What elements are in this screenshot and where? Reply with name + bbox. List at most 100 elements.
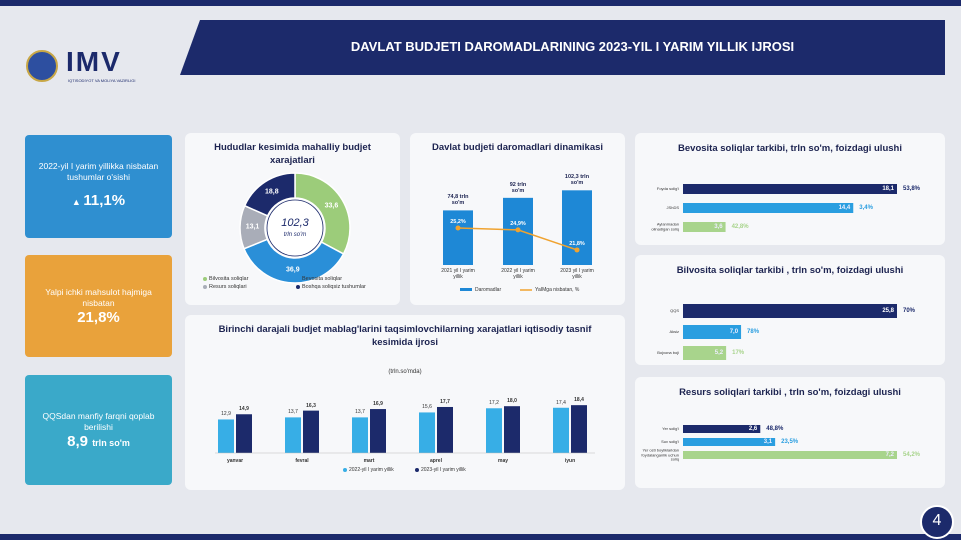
center-unit: trln so'm — [283, 232, 307, 238]
bar — [236, 414, 252, 453]
x-tick-label: fevral — [295, 458, 309, 464]
legend-label: Resurs soliqlari — [209, 284, 247, 290]
bar-label: 102,3 trln so'm — [564, 174, 590, 187]
legend-label: Bevosita soliqlar — [302, 276, 343, 282]
bar-label: 15,6 — [422, 404, 432, 411]
panel-title: Birinchi darajali budjet mablag'larini t… — [218, 324, 592, 348]
share-label: 53,8% — [903, 186, 921, 192]
kpi-value: 8,9 — [67, 433, 89, 450]
share-label: 17% — [732, 350, 745, 356]
bar — [218, 419, 234, 453]
bar — [443, 210, 473, 265]
bar — [370, 409, 386, 453]
header-banner — [180, 20, 945, 75]
bar-category: Yer solig'i — [662, 425, 679, 431]
bar-label: 18,4 — [574, 397, 584, 404]
x-tick-label: 2021 yil I yarim yillik — [441, 268, 475, 280]
bar — [352, 417, 368, 453]
pie-slice — [243, 172, 296, 217]
share-label: 78% — [747, 329, 760, 335]
center-value: 102,3 — [281, 217, 309, 229]
bar-category: Aylanmadan olinadigan soliq — [651, 221, 679, 231]
bar-label: 5,2 — [714, 350, 724, 356]
pie-center — [266, 199, 324, 257]
bar — [683, 438, 776, 446]
bar-category: QQS — [670, 307, 679, 313]
x-tick-label: 2022 yil I yarim yillik — [501, 268, 535, 280]
bar-label: 7,2 — [885, 452, 894, 458]
bar — [437, 406, 453, 453]
bar-label: 14,9 — [239, 406, 249, 413]
share-label: 3,4% — [859, 205, 873, 211]
bar — [562, 190, 592, 265]
bar-category: JShDS — [666, 204, 679, 210]
legend-marker — [203, 277, 207, 281]
bar-category: Yer osti boyliklaridan foydalanganlik uc… — [641, 447, 679, 462]
header-title: DAVLAT BUDJETI DAROMADLARINING 2023-YIL … — [350, 39, 795, 54]
share-label: 23,5% — [781, 439, 799, 445]
x-tick-label: 2023 yil I yarim yillik — [560, 268, 594, 280]
bar-label: 13,7 — [288, 409, 298, 416]
bar — [303, 410, 319, 453]
bottom-stripe — [0, 534, 961, 540]
kpi-card: 2022-yil I yarim yillikka nisbatan tushu… — [25, 135, 172, 238]
bar-label: 17,4 — [556, 399, 566, 406]
bar-category: Foyda solig'i — [656, 185, 679, 191]
panel-title: Resurs soliqlari tarkibi , trln so'm, fo… — [679, 387, 901, 398]
kpi-value: 11,1% — [83, 192, 126, 209]
x-tick-label: mart — [363, 458, 375, 464]
bar — [683, 325, 742, 339]
line-point — [455, 225, 461, 231]
bar — [683, 184, 897, 194]
bar-label: 13,7 — [355, 409, 365, 416]
legend-marker — [296, 277, 300, 281]
bar-label: 25,8 — [882, 308, 894, 314]
legend-marker — [296, 285, 300, 289]
legend-label: Bilvosita soliqlar — [209, 276, 249, 282]
bar — [683, 203, 854, 213]
slice-label: 33,6 — [324, 202, 339, 210]
panel-title: Davlat budjeti daromadlari dinamikasi — [431, 142, 604, 153]
kpi-text: Yalpi ichki mahsulot hajmiga nisbatan — [45, 287, 152, 308]
panel — [185, 315, 625, 490]
bar-label: 3,1 — [763, 439, 773, 445]
legend-marker — [203, 285, 207, 289]
share-label: 70% — [903, 308, 916, 314]
kpi-card: QQSdan manfiy farqni qoplab berilishi 8,… — [25, 375, 172, 485]
kpi-value-row: ▲ 11,1% — [71, 192, 126, 209]
bar-label: 14,4 — [838, 205, 851, 211]
page-number: 4 — [932, 512, 942, 529]
logo-emblem — [26, 50, 58, 82]
share-label: 42,8% — [731, 224, 749, 230]
x-tick-label: iyun — [564, 458, 576, 464]
point-label: 21,8% — [569, 240, 585, 247]
bar — [553, 407, 569, 453]
panel-title: Bevosita soliqlar tarkibi, trln so'm, fo… — [678, 143, 902, 154]
bar-label: 12,9 — [221, 411, 231, 418]
bar-label: 17,7 — [440, 398, 450, 405]
legend-label: 2023-yil I yarim yillik — [421, 467, 466, 473]
legend-label: 2022-yil I yarim yillik — [349, 467, 394, 473]
line-point — [515, 227, 521, 233]
slice-label: 36,9 — [285, 266, 300, 274]
slice-label: 18,8 — [265, 188, 279, 196]
legend-label: Boshqa soliqsiz tushumlar — [302, 284, 366, 290]
share-label: 48,8% — [766, 426, 784, 432]
kpi-value-row: 8,9 trln so'm — [25, 433, 172, 450]
bar — [419, 412, 435, 453]
page-badge — [920, 505, 954, 539]
line-point — [574, 247, 580, 253]
bar-label: 16,9 — [373, 401, 383, 408]
bar-label: 18,1 — [882, 186, 894, 192]
point-label: 25,2% — [450, 218, 466, 225]
kpi-value: 21,8% — [77, 309, 120, 326]
bar — [683, 222, 726, 232]
x-tick-label: yanvar — [226, 458, 244, 464]
bar — [486, 408, 502, 453]
bar-category: Aksiz — [669, 328, 679, 334]
logo-subtext: IQTISODIYOT VA MOLIYA VAZIRLIGI — [68, 78, 136, 83]
bar-label: 18,0 — [507, 398, 517, 405]
bar — [504, 406, 520, 453]
bar-label: 74,8 trln so'm — [447, 194, 469, 207]
bar-label: 7,0 — [729, 329, 739, 335]
